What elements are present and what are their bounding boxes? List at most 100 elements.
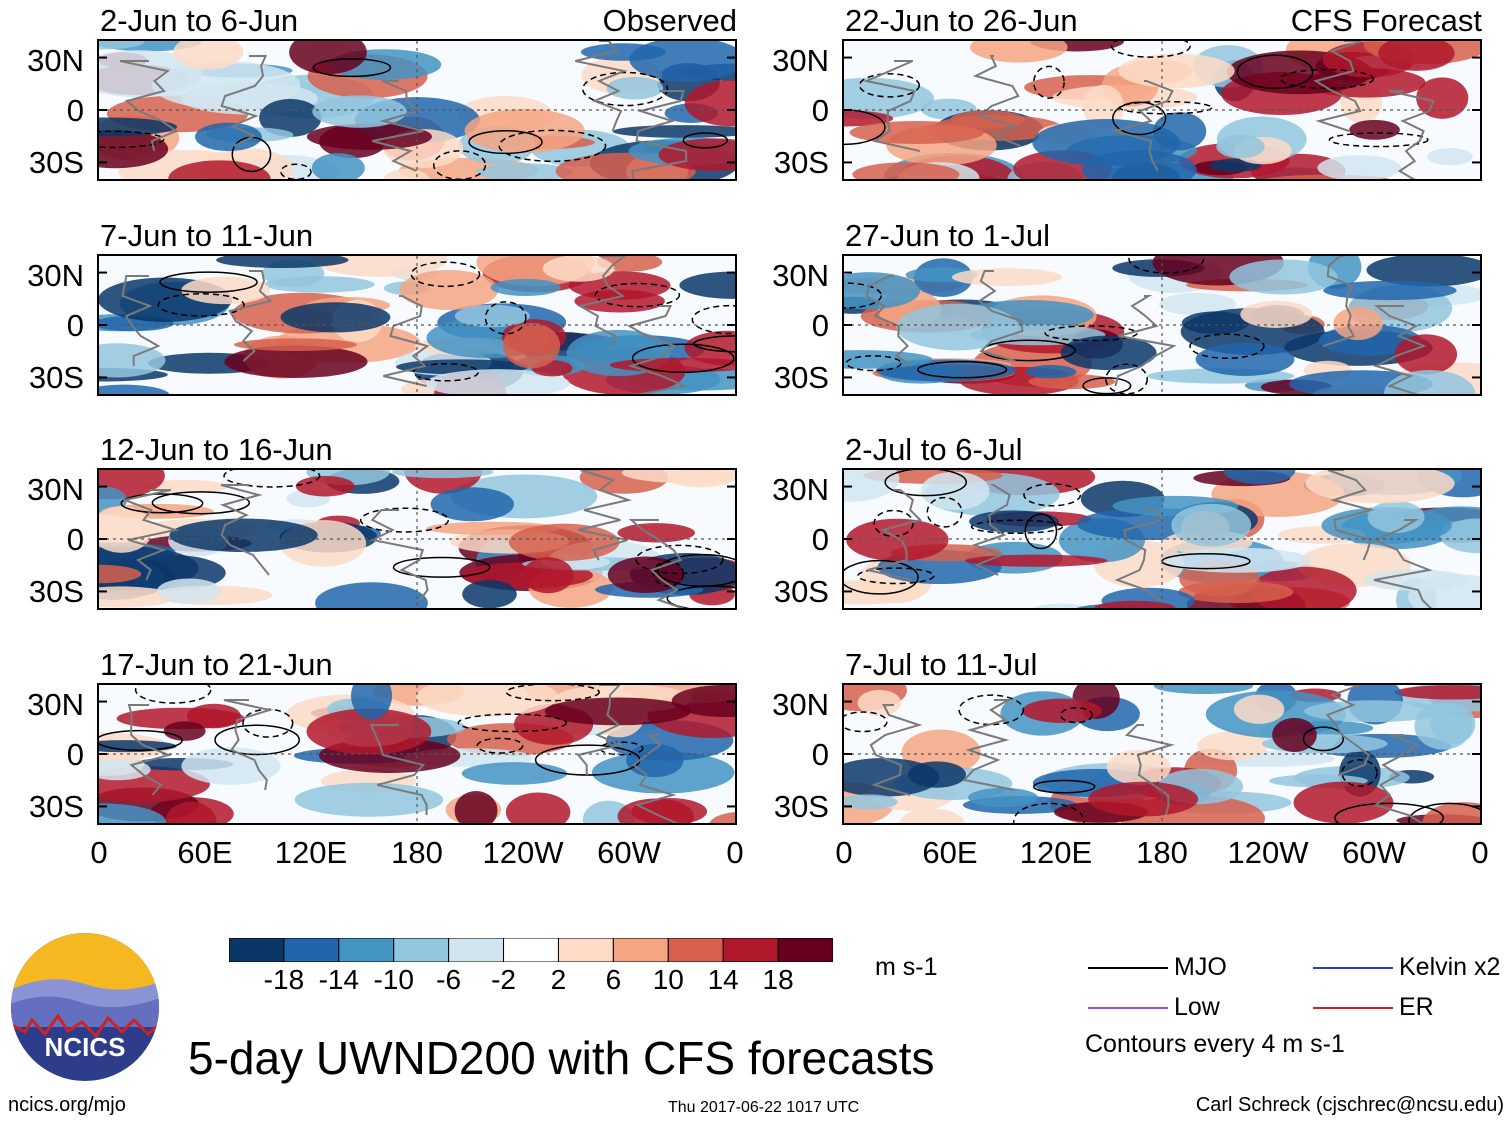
anomaly-blob <box>99 41 145 50</box>
colorbar-swatch <box>393 937 450 963</box>
contour-line <box>582 71 669 107</box>
anomaly-blob <box>169 518 318 553</box>
map-panel-field <box>844 470 1480 608</box>
coastline <box>1114 509 1165 601</box>
y-tick-label: 30S <box>28 145 84 180</box>
coastline <box>863 60 921 152</box>
anomaly-blob <box>1303 700 1443 723</box>
anomaly-blob <box>970 41 1068 63</box>
anomaly-blob <box>163 721 206 741</box>
map-panel <box>842 254 1482 396</box>
y-tick-label: 0 <box>811 522 829 557</box>
ncics-logo: NCICS <box>10 932 160 1082</box>
footer-author: Carl Schreck (cjschrec@ncsu.edu) <box>1195 1094 1504 1116</box>
anomaly-blob <box>857 689 902 716</box>
coastline <box>869 704 923 796</box>
x-tick-label: 120E <box>1019 835 1093 870</box>
panel-period-title: 2-Jun to 6-Jun <box>100 3 299 38</box>
anomaly-blob <box>502 322 561 369</box>
contour-line <box>1024 513 1058 550</box>
map-panel <box>97 39 737 181</box>
panel-period-title: 22-Jun to 26-Jun <box>845 3 1078 38</box>
map-panel <box>842 468 1482 610</box>
contour-line <box>594 282 681 308</box>
colorbar-tick-label: -6 <box>436 964 462 995</box>
logo-text: NCICS <box>45 1032 126 1062</box>
y-tick-label: 0 <box>811 308 829 343</box>
colorbar-tick-label: -18 <box>263 964 305 995</box>
contour-line <box>457 713 568 733</box>
anomaly-blob <box>315 582 428 608</box>
contour-line <box>970 519 1064 534</box>
anomaly-blob <box>606 76 664 100</box>
anomaly-blob <box>181 747 281 785</box>
anomaly-blob <box>679 271 735 299</box>
colorbar-tick-label: 10 <box>652 964 684 995</box>
anomaly-blob <box>99 803 167 823</box>
anomaly-blob <box>1293 781 1394 823</box>
contour-line <box>392 556 491 578</box>
contour-line <box>120 493 204 514</box>
legend-line-swatch <box>1313 1007 1393 1009</box>
contour-line <box>1236 54 1314 90</box>
contour-line <box>858 73 920 98</box>
contour-line <box>1033 65 1065 99</box>
anomaly-blob <box>99 343 166 378</box>
x-tick-label: 60E <box>177 835 233 870</box>
contour-line <box>884 470 968 497</box>
anomaly-blob <box>1094 600 1176 608</box>
x-tick-label: 180 <box>1136 835 1188 870</box>
contour-line <box>1059 706 1093 724</box>
anomaly-blob <box>1153 685 1254 694</box>
contour-line <box>359 507 450 533</box>
anomaly-blob <box>224 345 368 378</box>
coastline <box>1124 724 1176 816</box>
panel-period-title: 27-Jun to 1-Jul <box>845 218 1051 253</box>
contour-line <box>844 282 883 309</box>
anomaly-blob <box>844 470 900 502</box>
contour-line <box>433 150 487 179</box>
anomaly-blob <box>99 759 151 781</box>
anomaly-blob <box>629 41 735 82</box>
anomaly-blob <box>896 303 1019 351</box>
coastline <box>1388 90 1435 179</box>
map-panel <box>97 254 737 396</box>
anomaly-blob <box>1367 500 1425 534</box>
footer-url[interactable]: ncics.org/mjo <box>8 1094 126 1116</box>
contour-line <box>657 553 735 587</box>
map-panel-field <box>99 256 735 394</box>
anomaly-blob <box>1383 369 1476 394</box>
anomaly-blob <box>1305 470 1455 504</box>
map-panel-field <box>99 41 735 179</box>
coastline <box>972 55 1021 147</box>
anomaly-blob <box>846 518 949 562</box>
anomaly-blob <box>617 523 696 543</box>
coastline <box>577 256 627 347</box>
map-panel <box>97 468 737 610</box>
y-tick-label: 30N <box>27 472 84 507</box>
coastline <box>369 724 428 816</box>
contour-line <box>134 685 212 704</box>
colorbar-swatch <box>228 937 285 963</box>
y-tick-label: 30N <box>27 687 84 722</box>
colorbar-tick-label: 6 <box>605 964 622 995</box>
anomaly-blob <box>306 708 432 755</box>
anomaly-blob <box>508 523 620 561</box>
colorbar-swatch <box>503 937 559 963</box>
contour-line <box>410 261 481 288</box>
anomaly-blob <box>1427 148 1473 166</box>
anomaly-blob <box>907 761 966 788</box>
anomaly-blob <box>1349 119 1400 140</box>
anomaly-blob <box>1422 802 1480 823</box>
anomaly-blob <box>1118 53 1235 89</box>
map-panel-field <box>99 685 735 823</box>
anomaly-blob <box>709 812 735 823</box>
anomaly-blob <box>844 272 921 310</box>
colorbar-swatch <box>338 937 395 963</box>
y-tick-label: 30N <box>772 472 829 507</box>
colorbar-tick-label: 2 <box>550 964 567 995</box>
anomaly-blob <box>852 162 960 179</box>
map-panel <box>842 39 1482 181</box>
anomaly-blob <box>544 697 691 726</box>
contour-line <box>1189 333 1265 359</box>
